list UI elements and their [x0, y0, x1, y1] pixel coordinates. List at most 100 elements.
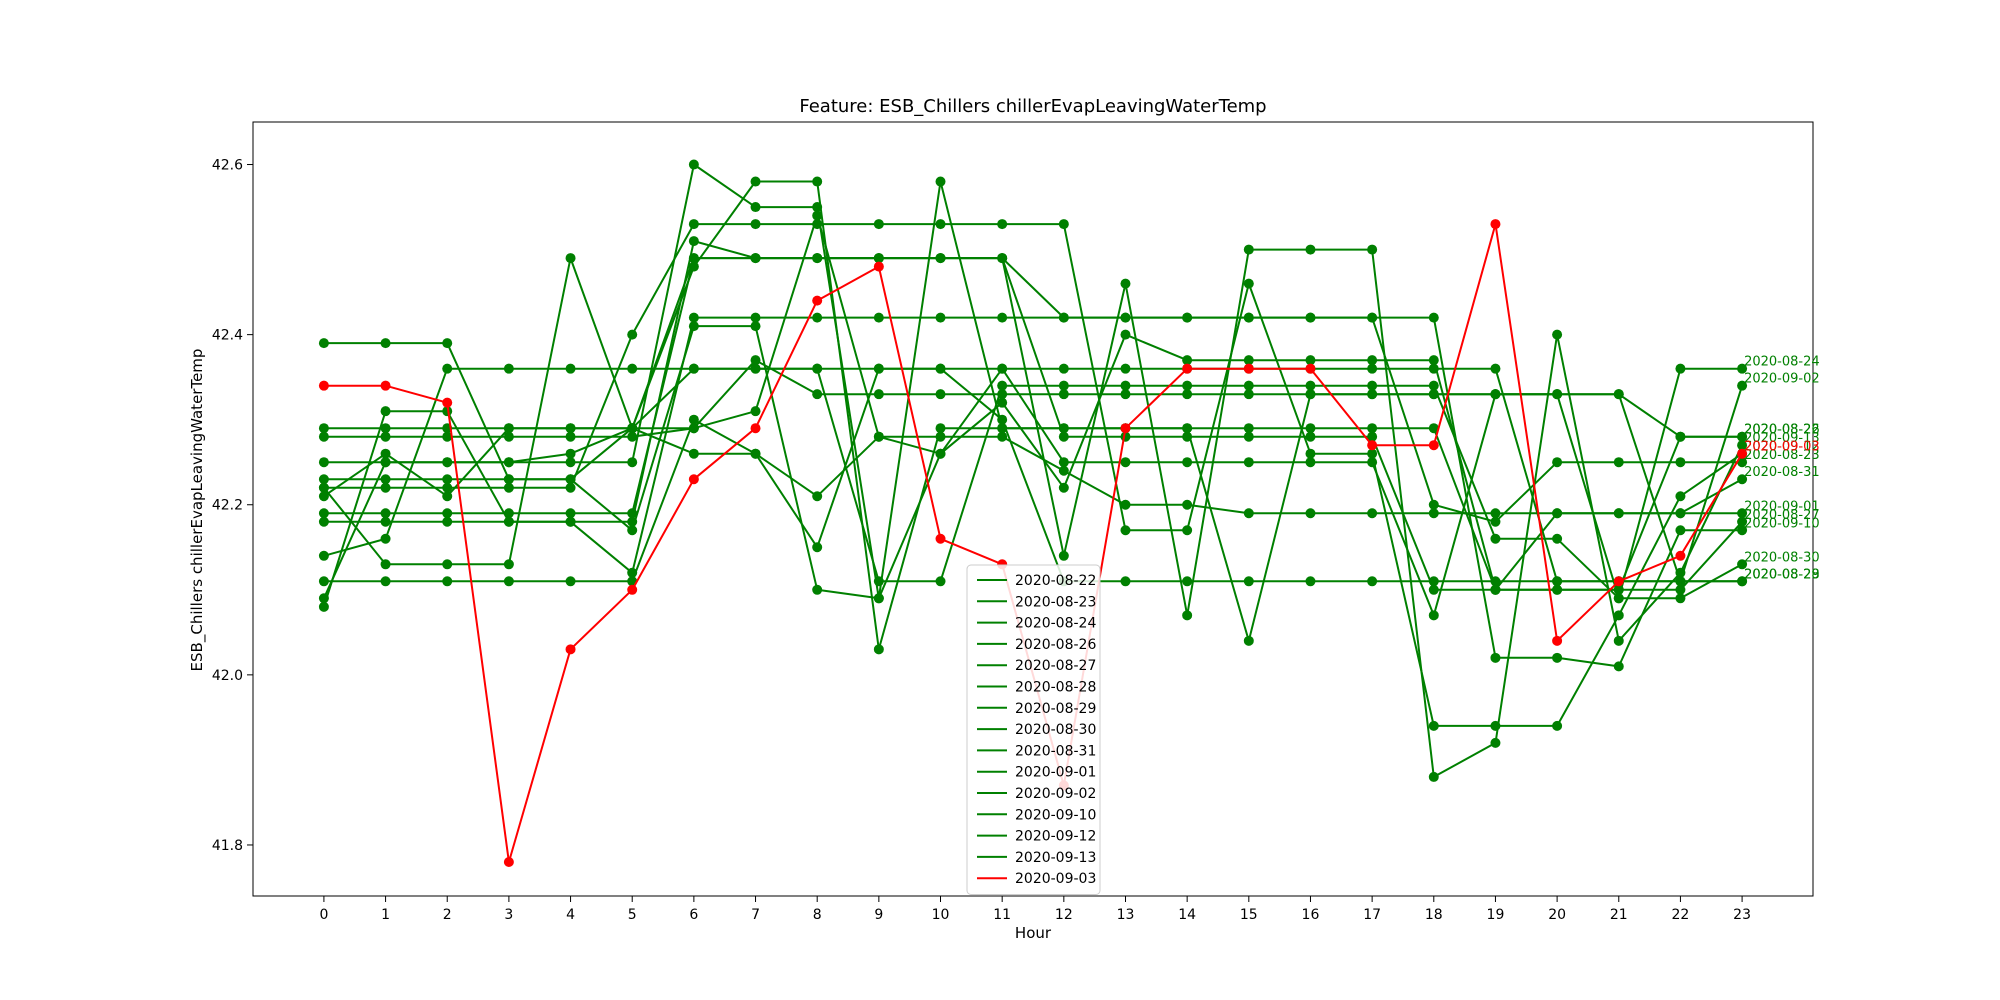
legend-item: 2020-08-27 [977, 658, 1096, 674]
data-point [1367, 355, 1378, 366]
y-tick-label: 42.6 [212, 158, 243, 174]
data-point [1058, 312, 1069, 323]
series-end-label: 2020-08-30 [1744, 550, 1820, 565]
data-point [503, 363, 514, 374]
data-point [935, 312, 946, 323]
data-point [873, 363, 884, 374]
data-point [1675, 457, 1686, 468]
data-point [1428, 380, 1439, 391]
data-point [1675, 567, 1686, 578]
data-point [750, 355, 761, 366]
data-point [1058, 219, 1069, 230]
data-point [1675, 363, 1686, 374]
x-tick-label: 4 [566, 907, 575, 923]
data-point [1120, 576, 1131, 587]
data-point [750, 219, 761, 230]
data-point [1243, 278, 1254, 289]
data-point [1120, 423, 1131, 434]
data-point [1182, 363, 1193, 374]
legend-item: 2020-08-29 [977, 701, 1096, 717]
series-line [323, 325, 1743, 600]
x-tick-label: 1 [381, 907, 390, 923]
data-point [1305, 431, 1316, 442]
data-point [1552, 652, 1563, 663]
data-point [1243, 312, 1254, 323]
series-end-label: 2020-08-22 [1744, 423, 1820, 438]
data-point [318, 516, 329, 527]
series-end-label: 2020-08-23 [1744, 448, 1820, 463]
data-point [1120, 525, 1131, 536]
data-point [812, 584, 823, 595]
data-point [688, 253, 699, 264]
data-point [627, 567, 638, 578]
data-point [1613, 635, 1624, 646]
chart-title: Feature: ESB_Chillers chillerEvapLeaving… [799, 96, 1266, 117]
data-point [1120, 499, 1131, 510]
data-point [442, 406, 453, 417]
data-point [1305, 389, 1316, 400]
data-point [1182, 610, 1193, 621]
data-point [380, 508, 391, 519]
data-point [1490, 516, 1501, 527]
series-2020-08-30 [318, 363, 1748, 604]
legend-item: 2020-09-10 [977, 807, 1096, 823]
data-point [565, 457, 576, 468]
data-point [812, 295, 823, 306]
data-point [380, 431, 391, 442]
data-point [997, 253, 1008, 264]
data-point [1058, 389, 1069, 400]
data-point [1058, 482, 1069, 493]
data-point [1243, 244, 1254, 255]
data-point [750, 312, 761, 323]
data-point [1243, 423, 1254, 434]
data-point [318, 380, 329, 391]
legend-item: 2020-08-28 [977, 680, 1096, 696]
data-point [1552, 508, 1563, 519]
data-point [935, 448, 946, 459]
data-point [1243, 431, 1254, 442]
data-point [1305, 380, 1316, 391]
legend-label: 2020-08-30 [1015, 722, 1096, 738]
legend-item: 2020-08-24 [977, 616, 1096, 632]
data-point [1367, 431, 1378, 442]
series-line [323, 367, 1743, 583]
series-2020-09-12 [318, 219, 1748, 731]
series-end-label: 2020-08-28 [1744, 567, 1820, 582]
series-line [323, 367, 1743, 600]
legend-label: 2020-09-01 [1015, 765, 1096, 781]
series-line [323, 316, 1743, 668]
data-point [1305, 576, 1316, 587]
data-point [1428, 499, 1439, 510]
data-point [627, 457, 638, 468]
data-point [1428, 576, 1439, 587]
data-point [873, 593, 884, 604]
data-point [442, 431, 453, 442]
x-tick-label: 10 [932, 907, 950, 923]
data-point [812, 312, 823, 323]
data-point [503, 423, 514, 434]
x-tick-label: 13 [1117, 907, 1135, 923]
data-point [503, 516, 514, 527]
data-point [1120, 380, 1131, 391]
series-line [323, 180, 1744, 651]
data-point [1613, 576, 1624, 587]
data-point [1613, 593, 1624, 604]
data-point [627, 423, 638, 434]
data-point [873, 219, 884, 230]
data-point [1737, 525, 1748, 536]
data-point [503, 474, 514, 485]
data-point [812, 176, 823, 187]
data-point [1613, 508, 1624, 519]
data-point [503, 482, 514, 493]
data-point [935, 363, 946, 374]
data-point [1428, 508, 1439, 519]
data-point [503, 576, 514, 587]
end-labels: 2020-08-22 2020-08-23 2020-08-24 2020-08-26… [1744, 355, 1820, 583]
series-2020-09-02 [318, 176, 1748, 655]
data-point [565, 576, 576, 587]
legend-label: 2020-09-13 [1015, 850, 1096, 866]
series-line [323, 257, 1743, 583]
data-point [565, 253, 576, 264]
data-point [1675, 584, 1686, 595]
